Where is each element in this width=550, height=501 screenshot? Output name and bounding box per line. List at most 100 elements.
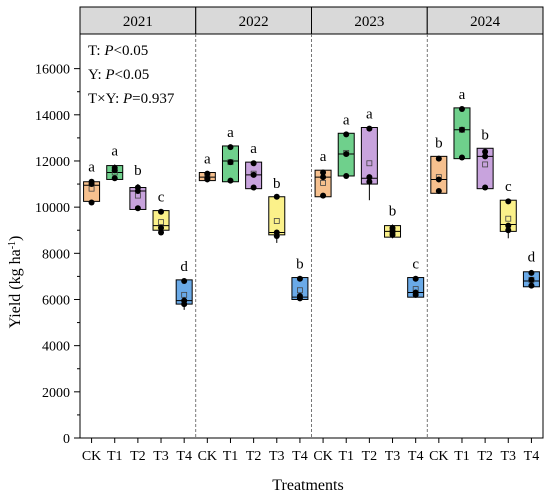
mean-marker (297, 287, 303, 294)
data-point (250, 184, 257, 191)
data-point (412, 289, 419, 296)
data-point (528, 276, 535, 283)
data-point (482, 184, 489, 191)
data-point (296, 275, 303, 282)
data-point (458, 154, 465, 161)
data-point (134, 184, 141, 191)
data-point (273, 193, 280, 200)
stats-line: T×Y: P=0.937 (88, 91, 175, 107)
significance-letter: b (134, 163, 142, 179)
significance-letter: b (296, 257, 304, 273)
mean-marker (505, 215, 512, 222)
significance-letter: a (343, 112, 350, 128)
significance-letter: d (528, 250, 536, 266)
x-tick-label-t3: T3 (269, 449, 285, 464)
box-2021-t1: a (106, 143, 124, 182)
significance-letter: a (250, 141, 257, 157)
x-tick-label-ck: CK (82, 449, 101, 464)
data-point (458, 126, 465, 133)
data-point (366, 178, 373, 185)
significance-letter: a (204, 152, 211, 168)
data-point (412, 275, 419, 282)
significance-letter: b (273, 176, 281, 192)
data-point (296, 293, 303, 300)
stats-line-prefix: T×Y: (88, 91, 123, 107)
significance-letter: b (481, 127, 489, 143)
y-axis-title: Yield (kg ha-1) (7, 236, 25, 329)
data-point (505, 222, 512, 229)
data-point (528, 282, 535, 289)
y-tick-label: 2000 (42, 386, 70, 401)
data-point (111, 175, 118, 182)
box-body (268, 196, 286, 236)
x-tick-label-t4: T4 (524, 449, 540, 464)
significance-letter: c (158, 190, 165, 206)
y-axis-title-end: ) (7, 236, 24, 241)
x-tick-label-t2: T2 (362, 449, 378, 464)
significance-letter: a (320, 149, 327, 165)
x-tick-label-t1: T1 (338, 449, 354, 464)
stats-line: T: P<0.05 (88, 43, 148, 59)
data-point (320, 174, 327, 181)
data-point (88, 199, 95, 206)
x-tick-label-t4: T4 (408, 449, 424, 464)
x-tick-label-t3: T3 (385, 449, 401, 464)
box-2022-t2: a (245, 141, 263, 191)
data-point (505, 227, 512, 234)
x-axis-title: Treatments (272, 477, 343, 494)
x-tick-label-t2: T2 (477, 449, 493, 464)
x-tick-label-t3: T3 (500, 449, 516, 464)
panel-header-label-2022: 2022 (239, 14, 269, 30)
box-2024-t2: b (476, 127, 494, 191)
panel-header-2021 (79, 6, 197, 35)
stats-line-p: P (104, 67, 114, 83)
x-tick-label-t1: T1 (223, 449, 239, 464)
y-tick-label: 12000 (35, 155, 70, 170)
significance-letter: c (505, 179, 512, 195)
x-tick-label-t4: T4 (176, 449, 192, 464)
data-point (343, 172, 350, 179)
data-point (343, 151, 350, 158)
box-2023-t4: c (407, 257, 425, 298)
data-point (528, 269, 535, 276)
mean-marker (158, 219, 164, 226)
data-point (435, 155, 442, 162)
significance-letter: b (435, 135, 443, 151)
mean-marker (366, 160, 373, 167)
box-2021-t2: b (129, 163, 147, 212)
box-2024-t4: d (522, 250, 540, 289)
stats-line-prefix: Y: (88, 67, 105, 83)
mean-marker (273, 218, 280, 224)
x-tick-label-ck: CK (198, 449, 217, 464)
box-2022-ck: a (198, 152, 216, 183)
data-point (158, 208, 165, 215)
mean-marker (482, 161, 489, 168)
data-point (250, 160, 257, 167)
y-tick-label: 6000 (42, 293, 70, 308)
x-axis: CK T1 T2 T3 T4 CK T1 T2 T3 T4 CK T1 T2 T3 T4 CK T1 T2 T3 T4 (82, 438, 539, 464)
data-point (505, 198, 512, 205)
x-tick-label-t3: T3 (153, 449, 169, 464)
box-2022-t4: b (291, 257, 309, 302)
stats-line: Y: P<0.05 (88, 67, 149, 83)
x-tick-label-t4: T4 (292, 449, 308, 464)
panel-header-2024 (426, 6, 544, 35)
box-2022-t1: a (221, 125, 239, 184)
x-tick-label-ck: CK (313, 449, 332, 464)
mean-marker (181, 291, 188, 298)
box-2023-t3: b (384, 203, 402, 239)
y-tick-label: 14000 (35, 109, 70, 124)
significance-letter: a (459, 87, 466, 103)
significance-letter: b (389, 203, 397, 219)
box-2023-ck: a (314, 149, 332, 199)
data-point (320, 169, 327, 176)
significance-letter: a (227, 125, 234, 141)
stats-line-p: P (122, 91, 132, 107)
significance-letter: a (88, 160, 95, 176)
y-axis-title-sup: -1 (7, 241, 18, 249)
box-2022-t3: b (268, 176, 286, 243)
stats-line-value: <0.05 (115, 67, 150, 83)
